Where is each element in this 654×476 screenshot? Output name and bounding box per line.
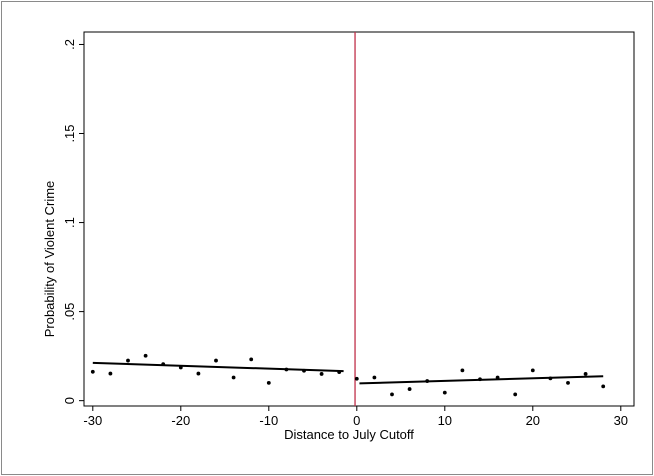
data-point xyxy=(108,371,113,376)
data-point xyxy=(548,376,553,381)
data-point xyxy=(143,353,148,358)
data-point xyxy=(425,379,430,383)
data-point xyxy=(495,375,500,380)
data-point xyxy=(231,375,236,380)
y-tick-label: .2 xyxy=(62,39,77,50)
x-tick-label: 20 xyxy=(526,413,540,428)
y-tick-label: 0 xyxy=(62,397,77,404)
data-point xyxy=(478,377,482,382)
x-tick-label: 10 xyxy=(438,413,452,428)
data-point xyxy=(566,380,570,385)
plot-area-frame xyxy=(83,31,635,407)
x-axis-title: Distance to July Cutoff xyxy=(284,427,414,442)
y-tick-label: .05 xyxy=(62,303,77,321)
y-tick-label: .1 xyxy=(62,217,77,228)
data-point xyxy=(196,371,201,376)
data-point xyxy=(249,357,254,362)
data-point xyxy=(284,367,289,372)
data-point xyxy=(390,392,394,397)
fit-line-left xyxy=(92,361,344,373)
x-tick-label: 30 xyxy=(614,413,628,428)
x-tick-label: 0 xyxy=(353,413,360,428)
data-point xyxy=(442,390,447,395)
y-axis-title: Probability of Violent Crime xyxy=(42,181,57,338)
data-point xyxy=(90,369,95,374)
data-point xyxy=(319,372,324,376)
data-point xyxy=(601,384,606,389)
data-point xyxy=(407,387,412,391)
data-point xyxy=(214,358,218,363)
data-point xyxy=(583,372,588,376)
data-point xyxy=(178,365,183,370)
y-tick-label: .15 xyxy=(62,124,77,142)
data-point xyxy=(161,362,166,367)
x-tick-label: -30 xyxy=(83,413,102,428)
data-point xyxy=(530,368,535,373)
data-point xyxy=(266,380,271,385)
x-tick-label: -10 xyxy=(259,413,278,428)
data-point xyxy=(354,376,359,381)
data-point xyxy=(126,358,130,363)
data-point xyxy=(372,375,377,380)
data-point xyxy=(302,368,306,373)
data-point xyxy=(513,392,518,397)
x-tick-label: -20 xyxy=(171,413,190,428)
data-point xyxy=(337,370,342,375)
data-point xyxy=(460,368,465,373)
